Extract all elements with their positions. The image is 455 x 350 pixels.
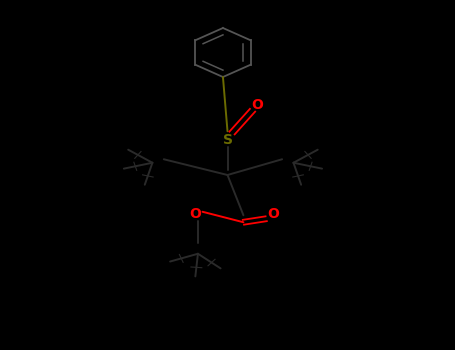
- Text: S: S: [222, 133, 233, 147]
- Text: O: O: [267, 206, 279, 220]
- Text: O: O: [190, 206, 202, 220]
- Text: O: O: [251, 98, 263, 112]
